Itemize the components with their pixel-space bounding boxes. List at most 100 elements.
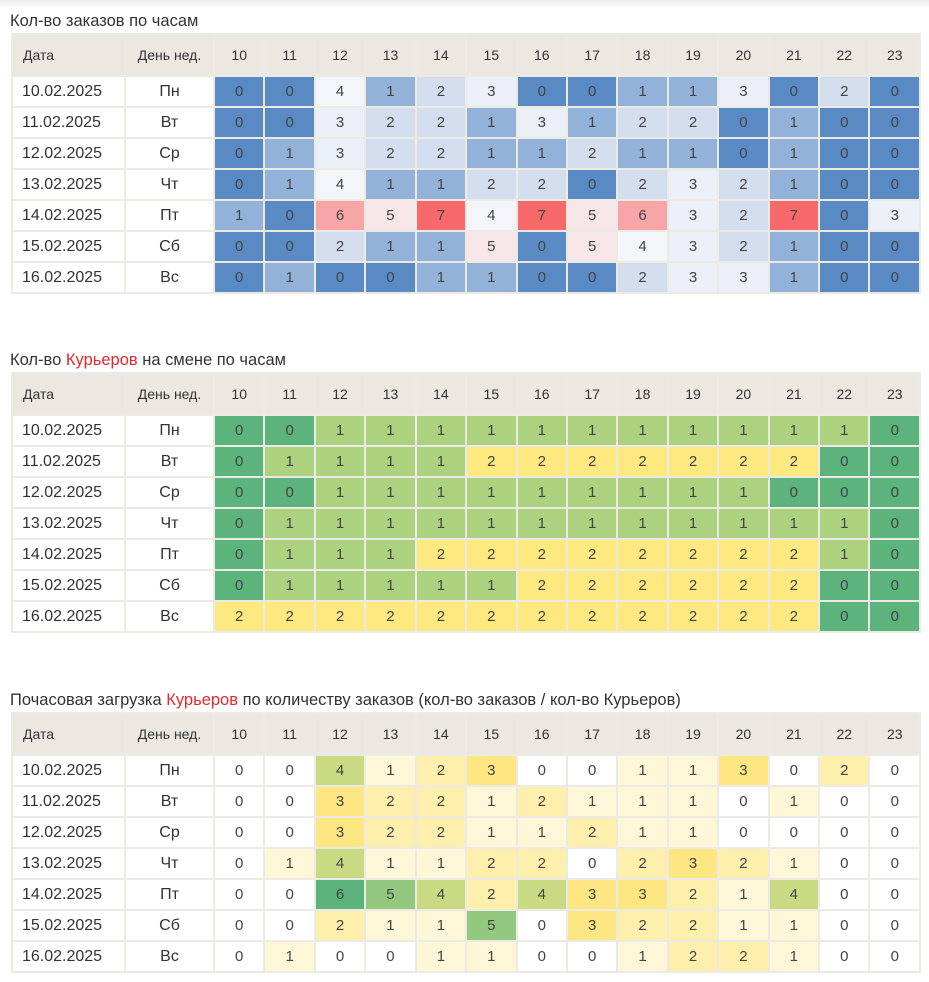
heatmap-cell: 1 — [666, 414, 720, 447]
column-header-date: Дата — [11, 33, 126, 77]
heatmap-cell: 1 — [616, 816, 669, 849]
column-header-hour: 15 — [465, 712, 518, 756]
heatmap-cell: 1 — [465, 940, 518, 973]
heatmap-cell: 3 — [666, 199, 720, 232]
heatmap-cell: 0 — [565, 940, 619, 973]
heatmap-cell: 6 — [313, 878, 367, 911]
weekday-cell: Пн — [124, 75, 215, 108]
heatmap-cell: 1 — [364, 569, 417, 602]
heatmap-cell: 2 — [666, 909, 720, 942]
date-cell: 13.02.2025 — [11, 507, 126, 540]
heatmap-cell: 0 — [868, 507, 921, 540]
heatmap-cell: 2 — [414, 785, 468, 818]
heatmap-cell: 1 — [616, 754, 669, 787]
heatmap-cell: 0 — [565, 75, 619, 108]
heatmap-cell: 2 — [313, 600, 367, 633]
heatmap-cell: 0 — [212, 754, 266, 787]
heatmap-cell: 2 — [515, 785, 568, 818]
heatmap-cell: 0 — [868, 569, 921, 602]
heatmap-cell: 5 — [465, 909, 518, 942]
heatmap-cell: 0 — [263, 414, 316, 447]
heatmap-cell: 3 — [313, 106, 367, 139]
heatmap-cell: 0 — [565, 754, 619, 787]
heatmap-cell: 1 — [767, 137, 821, 170]
column-header-hour: 11 — [263, 372, 316, 416]
heatmap-cell: 0 — [565, 261, 619, 294]
column-header-hour: 17 — [565, 372, 619, 416]
heatmap-cell: 2 — [616, 168, 669, 201]
heatmap-cell: 1 — [313, 538, 367, 571]
heatmap-cell: 1 — [465, 476, 518, 509]
heatmap-cell: 2 — [465, 538, 518, 571]
date-cell: 13.02.2025 — [11, 847, 126, 880]
heatmap-cell: 0 — [868, 754, 921, 787]
column-header-hour: 14 — [414, 372, 468, 416]
couriers-section: Кол-во Курьеров на смене по часам Дата Де… — [10, 349, 921, 633]
column-header-hour: 10 — [212, 372, 266, 416]
table-row: 16.02.2025 Вс 0 1 0 0 1 1 0 0 2 3 3 1 0 0 — [11, 261, 921, 294]
column-header-date: Дата — [11, 372, 126, 416]
date-cell: 11.02.2025 — [11, 106, 126, 139]
column-header-hour: 16 — [515, 33, 568, 77]
heatmap-cell: 2 — [515, 600, 568, 633]
heatmap-cell: 1 — [767, 230, 821, 263]
weekday-cell: Вт — [124, 445, 215, 478]
heatmap-cell: 2 — [616, 538, 669, 571]
heatmap-cell: 0 — [515, 261, 568, 294]
heatmap-cell: 2 — [565, 816, 619, 849]
weekday-cell: Сб — [124, 569, 215, 602]
heatmap-cell: 2 — [666, 569, 720, 602]
column-header-hour: 16 — [515, 372, 568, 416]
heatmap-cell: 2 — [717, 199, 770, 232]
column-header-hour: 19 — [666, 33, 720, 77]
column-header-hour: 12 — [313, 712, 367, 756]
date-cell: 14.02.2025 — [11, 538, 126, 571]
heatmap-cell: 0 — [717, 137, 770, 170]
heatmap-cell: 5 — [565, 199, 619, 232]
heatmap-cell: 1 — [666, 785, 720, 818]
heatmap-cell: 2 — [616, 106, 669, 139]
heatmap-cell: 0 — [868, 909, 921, 942]
column-header-hour: 19 — [666, 712, 720, 756]
heatmap-cell: 1 — [515, 137, 568, 170]
heatmap-cell: 0 — [818, 816, 871, 849]
heatmap-cell: 1 — [666, 507, 720, 540]
heatmap-cell: 2 — [414, 75, 468, 108]
column-header-dow: День нед. — [124, 372, 215, 416]
column-header-hour: 21 — [767, 712, 821, 756]
heatmap-cell: 1 — [767, 414, 821, 447]
heatmap-cell: 0 — [212, 414, 266, 447]
heatmap-cell: 0 — [263, 230, 316, 263]
heatmap-cell: 2 — [313, 230, 367, 263]
heatmap-cell: 5 — [565, 230, 619, 263]
column-header-hour: 10 — [212, 33, 266, 77]
heatmap-cell: 0 — [212, 168, 266, 201]
section-title: Кол-во Курьеров на смене по часам — [10, 349, 921, 372]
table-row: 12.02.2025 Ср 0 0 3 2 2 1 1 2 1 1 0 0 0 0 — [11, 816, 921, 849]
heatmap-cell: 7 — [515, 199, 568, 232]
heatmap-cell: 1 — [717, 878, 770, 911]
header-row: Дата День нед. 10 11 12 13 14 15 16 17 18 19 20 21 22 2… — [11, 372, 921, 416]
column-header-hour: 21 — [767, 33, 821, 77]
heatmap-cell: 0 — [868, 168, 921, 201]
heatmap-cell: 3 — [717, 754, 770, 787]
heatmap-cell: 2 — [666, 878, 720, 911]
heatmap-cell: 1 — [565, 414, 619, 447]
heatmap-cell: 1 — [263, 940, 316, 973]
heatmap-cell: 3 — [666, 230, 720, 263]
heatmap-cell: 3 — [465, 754, 518, 787]
heatmap-cell: 2 — [414, 106, 468, 139]
heatmap-cell: 0 — [868, 137, 921, 170]
heatmap-cell: 1 — [515, 414, 568, 447]
heatmap-cell: 1 — [515, 476, 568, 509]
heatmap-cell: 0 — [364, 940, 417, 973]
heatmap-cell: 2 — [313, 909, 367, 942]
heatmap-cell: 1 — [263, 445, 316, 478]
weekday-cell: Ср — [124, 476, 215, 509]
heatmap-cell: 0 — [212, 569, 266, 602]
date-cell: 12.02.2025 — [11, 476, 126, 509]
weekday-cell: Чт — [124, 847, 215, 880]
heatmap-cell: 2 — [565, 600, 619, 633]
heatmap-cell: 1 — [364, 230, 417, 263]
heatmap-cell: 1 — [414, 414, 468, 447]
